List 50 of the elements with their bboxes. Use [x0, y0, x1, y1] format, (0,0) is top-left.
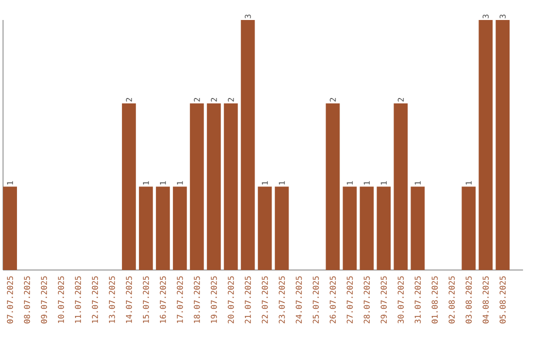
data-label: 2: [398, 98, 404, 102]
x-tick-label: 19.07.2025: [210, 276, 217, 323]
data-label: 1: [7, 181, 13, 185]
x-tick-label: 11.07.2025: [74, 276, 81, 323]
data-label: 1: [142, 181, 149, 185]
data-label: 1: [176, 181, 183, 185]
data-label: 1: [346, 181, 353, 185]
data-label: 1: [262, 181, 268, 185]
data-label: 3: [244, 14, 251, 18]
x-tick-label: 12.07.2025: [92, 276, 98, 323]
data-label: 2: [210, 98, 217, 102]
x-tick-label: 22.07.2025: [262, 276, 268, 324]
x-tick-label: 15.07.2025: [142, 276, 149, 323]
x-tick-label: 08.07.2025: [24, 276, 30, 324]
x-tick-label: 13.07.2025: [108, 276, 115, 323]
x-tick-label: 09.07.2025: [40, 276, 47, 324]
data-label: 2: [330, 98, 336, 102]
x-tick-label: 07.07.2025: [6, 276, 14, 324]
x-tick-label: 24.07.2025: [296, 276, 302, 324]
data-label: 3: [500, 14, 506, 18]
x-tick-label: 04.08.2025: [482, 276, 489, 324]
x-tick-label: 20.07.2025: [228, 276, 234, 324]
x-tick-label: 01.08.2025: [432, 276, 438, 324]
x-tick-label: 18.07.2025: [194, 276, 200, 323]
x-tick-label: 29.07.2025: [380, 276, 387, 324]
data-label: 1: [414, 181, 421, 185]
x-tick-label: 26.07.2025: [330, 276, 336, 324]
data-label: 1: [466, 181, 472, 185]
x-tick-label: 21.07.2025: [244, 276, 251, 324]
x-tick-label: 31.07.2025: [414, 276, 421, 324]
data-label: 1: [380, 181, 387, 185]
x-tick-label: 10.07.2025: [58, 276, 64, 323]
data-label: 1: [364, 181, 370, 185]
x-tick-label: 03.08.2025: [466, 276, 472, 324]
x-tick-label: 16.07.2025: [160, 276, 166, 323]
data-label: 1: [278, 181, 285, 185]
x-tick-label: 27.07.2025: [346, 276, 353, 324]
x-tick-label: 02.08.2025: [448, 276, 455, 324]
x-tick-label: 05.08.2025: [500, 276, 506, 324]
x-tick-label: 23.07.2025: [278, 276, 285, 324]
x-tick-label: 25.07.2025: [312, 276, 319, 324]
x-tick-label: 30.07.2025: [398, 276, 404, 324]
data-label: 3: [482, 14, 489, 18]
x-tick-label: 17.07.2025: [176, 276, 183, 323]
data-label: 1: [160, 181, 166, 185]
x-tick-label: 28.07.2025: [364, 276, 370, 324]
x-tick-label: 14.07.2025: [126, 276, 132, 323]
data-label: 2: [126, 98, 132, 102]
data-label: 2: [194, 98, 200, 102]
data-label: 2: [228, 98, 234, 102]
